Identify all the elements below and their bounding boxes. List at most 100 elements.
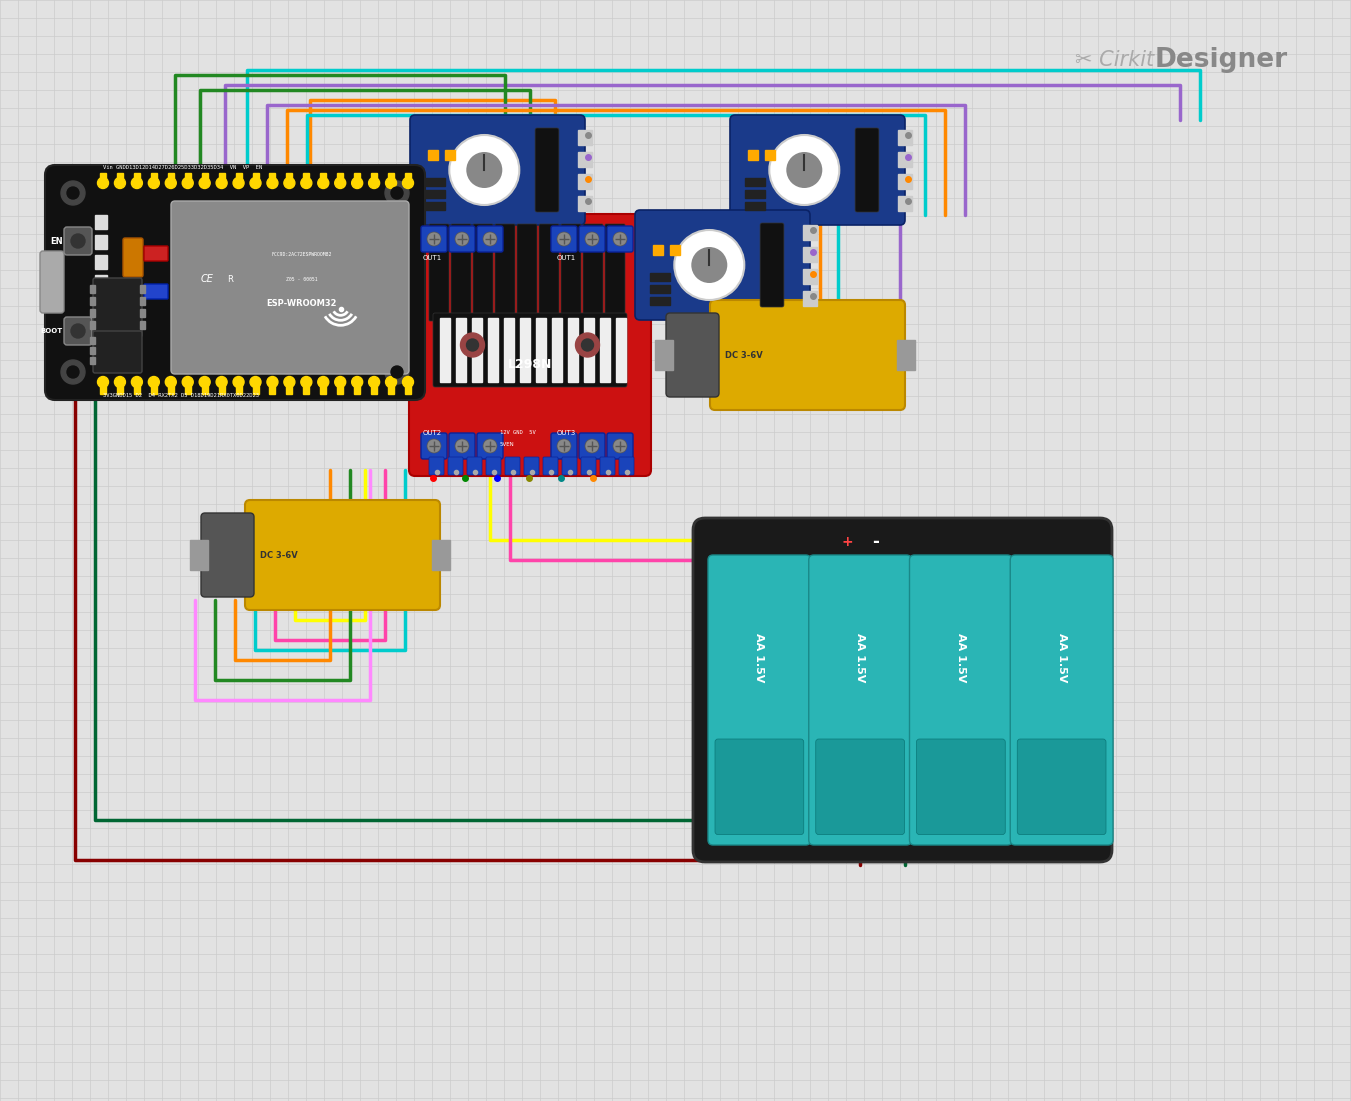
Circle shape bbox=[427, 232, 440, 246]
Bar bbox=[600, 318, 611, 382]
Text: FCC9D:2AC72ESPWROOM82: FCC9D:2AC72ESPWROOM82 bbox=[272, 252, 332, 257]
Bar bbox=[616, 318, 626, 382]
Bar bbox=[235, 173, 242, 183]
Bar bbox=[95, 335, 107, 349]
Bar bbox=[91, 309, 95, 317]
Circle shape bbox=[613, 439, 627, 453]
Bar bbox=[151, 173, 157, 183]
FancyBboxPatch shape bbox=[580, 433, 605, 459]
FancyBboxPatch shape bbox=[580, 226, 605, 252]
FancyBboxPatch shape bbox=[451, 224, 471, 321]
Bar bbox=[91, 347, 95, 355]
Bar bbox=[95, 315, 107, 329]
Text: OUT3: OUT3 bbox=[557, 430, 577, 436]
Bar bbox=[109, 355, 122, 369]
FancyBboxPatch shape bbox=[63, 317, 92, 345]
Circle shape bbox=[97, 177, 108, 188]
Bar bbox=[168, 173, 174, 183]
Bar bbox=[388, 173, 394, 183]
FancyBboxPatch shape bbox=[600, 457, 615, 475]
FancyBboxPatch shape bbox=[201, 513, 254, 597]
Bar bbox=[91, 285, 95, 293]
Bar bbox=[151, 382, 157, 394]
Text: AA 1.5V: AA 1.5V bbox=[957, 633, 966, 683]
Bar bbox=[744, 190, 765, 198]
Bar bbox=[440, 318, 450, 382]
Text: OUT1: OUT1 bbox=[423, 255, 442, 261]
Text: Vin GNDD13D12D14D27D26D25D33D32D35D34  VN  VP  EN: Vin GNDD13D12D14D27D26D25D33D32D35D34 VN… bbox=[103, 165, 262, 170]
FancyBboxPatch shape bbox=[730, 115, 905, 225]
Circle shape bbox=[234, 177, 245, 188]
Circle shape bbox=[557, 439, 571, 453]
Circle shape bbox=[581, 339, 593, 351]
Bar bbox=[109, 295, 122, 309]
Circle shape bbox=[284, 377, 295, 388]
Bar bbox=[578, 152, 592, 167]
Circle shape bbox=[284, 177, 295, 188]
Circle shape bbox=[390, 366, 403, 378]
FancyBboxPatch shape bbox=[45, 165, 426, 400]
Text: L298N: L298N bbox=[508, 359, 553, 371]
Text: 3V3GNDD15 D2  D4 RX2TX2 D5 D18D19D21RX0TX0D22D23: 3V3GNDD15 D2 D4 RX2TX2 D5 D18D19D21RX0TX… bbox=[103, 393, 259, 397]
Bar bbox=[134, 173, 141, 183]
FancyBboxPatch shape bbox=[551, 433, 577, 459]
Text: AA 1.5V: AA 1.5V bbox=[855, 633, 865, 683]
FancyBboxPatch shape bbox=[561, 224, 581, 321]
Bar bbox=[91, 321, 95, 329]
Circle shape bbox=[301, 177, 312, 188]
Circle shape bbox=[674, 230, 744, 299]
Bar bbox=[898, 130, 912, 145]
Circle shape bbox=[613, 232, 627, 246]
Circle shape bbox=[317, 377, 328, 388]
Bar bbox=[95, 275, 107, 288]
FancyBboxPatch shape bbox=[715, 739, 804, 835]
FancyBboxPatch shape bbox=[409, 115, 585, 225]
Circle shape bbox=[335, 377, 346, 388]
Text: ✂ Cirkit: ✂ Cirkit bbox=[1075, 50, 1154, 70]
FancyBboxPatch shape bbox=[605, 224, 626, 321]
Bar bbox=[109, 315, 122, 329]
Text: AA 1.5V: AA 1.5V bbox=[1056, 633, 1067, 683]
Circle shape bbox=[317, 177, 328, 188]
FancyBboxPatch shape bbox=[123, 238, 143, 277]
FancyBboxPatch shape bbox=[551, 226, 577, 252]
Text: OUT1: OUT1 bbox=[557, 255, 577, 261]
Circle shape bbox=[68, 187, 78, 199]
Bar bbox=[95, 255, 107, 269]
FancyBboxPatch shape bbox=[909, 555, 1012, 844]
FancyBboxPatch shape bbox=[517, 224, 536, 321]
Circle shape bbox=[72, 324, 85, 338]
Circle shape bbox=[131, 377, 142, 388]
Bar bbox=[578, 196, 592, 211]
FancyBboxPatch shape bbox=[535, 128, 559, 212]
Circle shape bbox=[165, 177, 176, 188]
Circle shape bbox=[461, 333, 485, 357]
Bar bbox=[354, 173, 361, 183]
Bar bbox=[553, 318, 562, 382]
FancyBboxPatch shape bbox=[855, 128, 880, 212]
FancyBboxPatch shape bbox=[1017, 739, 1106, 835]
Bar bbox=[141, 285, 145, 293]
Text: AA 1.5V: AA 1.5V bbox=[754, 633, 765, 683]
Circle shape bbox=[427, 439, 440, 453]
Bar bbox=[91, 357, 95, 364]
FancyBboxPatch shape bbox=[1011, 555, 1113, 844]
Bar bbox=[109, 275, 122, 288]
Bar bbox=[488, 318, 499, 382]
FancyBboxPatch shape bbox=[430, 457, 444, 475]
Text: 12V GND  5V: 12V GND 5V bbox=[500, 430, 536, 435]
FancyBboxPatch shape bbox=[434, 313, 627, 386]
Bar bbox=[584, 318, 594, 382]
FancyBboxPatch shape bbox=[494, 224, 515, 321]
Bar bbox=[744, 178, 765, 186]
Bar bbox=[567, 318, 578, 382]
FancyBboxPatch shape bbox=[543, 457, 558, 475]
Circle shape bbox=[385, 181, 409, 205]
FancyBboxPatch shape bbox=[473, 224, 493, 321]
Circle shape bbox=[385, 377, 397, 388]
Text: Designer: Designer bbox=[1155, 47, 1288, 73]
FancyBboxPatch shape bbox=[916, 739, 1005, 835]
FancyBboxPatch shape bbox=[449, 457, 463, 475]
Circle shape bbox=[267, 177, 278, 188]
Bar bbox=[320, 382, 327, 394]
